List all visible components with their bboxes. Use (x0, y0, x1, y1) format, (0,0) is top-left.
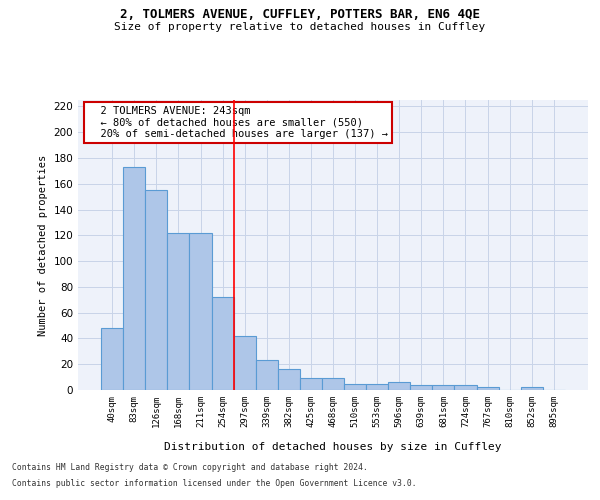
Bar (344, 384, 366, 390)
Bar (233, 336, 256, 390)
Text: Distribution of detached houses by size in Cuffley: Distribution of detached houses by size … (164, 442, 502, 452)
Bar (476, 388, 499, 390)
Bar (454, 385, 476, 390)
Bar (388, 382, 410, 390)
Bar (322, 378, 344, 390)
Text: Contains public sector information licensed under the Open Government Licence v3: Contains public sector information licen… (12, 478, 416, 488)
Bar (410, 385, 433, 390)
Bar (256, 360, 278, 390)
Bar (101, 328, 123, 390)
Bar (167, 233, 190, 390)
Bar (278, 370, 300, 390)
Bar (521, 388, 543, 390)
Bar (300, 378, 322, 390)
Bar (366, 384, 388, 390)
Y-axis label: Number of detached properties: Number of detached properties (38, 154, 48, 336)
Text: 2 TOLMERS AVENUE: 243sqm
  ← 80% of detached houses are smaller (550)
  20% of s: 2 TOLMERS AVENUE: 243sqm ← 80% of detach… (88, 106, 388, 139)
Bar (145, 190, 167, 390)
Bar (212, 297, 233, 390)
Bar (433, 385, 454, 390)
Text: 2, TOLMERS AVENUE, CUFFLEY, POTTERS BAR, EN6 4QE: 2, TOLMERS AVENUE, CUFFLEY, POTTERS BAR,… (120, 8, 480, 20)
Text: Size of property relative to detached houses in Cuffley: Size of property relative to detached ho… (115, 22, 485, 32)
Bar (123, 167, 145, 390)
Bar (190, 233, 212, 390)
Text: Contains HM Land Registry data © Crown copyright and database right 2024.: Contains HM Land Registry data © Crown c… (12, 464, 368, 472)
